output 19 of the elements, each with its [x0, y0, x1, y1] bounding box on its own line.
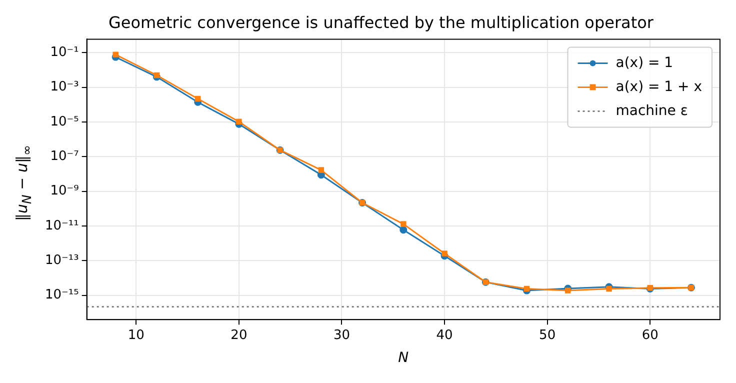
x-axis-title: N: [398, 350, 410, 366]
x-tick-label: 60: [642, 328, 658, 343]
legend-label: a(x) = 1: [616, 54, 674, 71]
x-tick-label: 40: [436, 328, 453, 343]
legend-label: a(x) = 1 + x: [616, 78, 702, 95]
y-tick-label: 10⁻³: [50, 80, 79, 95]
x-tick-label: 20: [230, 328, 248, 343]
y-tick-label: 10⁻¹: [50, 45, 79, 60]
y-tick-label: 10⁻⁵: [50, 114, 79, 130]
x-tick-label: 50: [539, 328, 556, 343]
y-tick-label: 10⁻⁷: [50, 149, 79, 164]
y-tick-label: 10⁻¹⁵: [45, 288, 79, 303]
chart-title: Geometric convergence is unaffected by the multiplication operator: [108, 12, 654, 32]
x-tick-label: 10: [128, 328, 144, 343]
x-tick-label: 30: [333, 328, 350, 343]
y-tick-label: 10⁻¹¹: [45, 218, 79, 234]
y-tick-label: 10⁻⁹: [50, 184, 79, 199]
legend-label: machine ε: [616, 102, 688, 119]
y-tick-label: 10⁻¹³: [45, 253, 79, 268]
